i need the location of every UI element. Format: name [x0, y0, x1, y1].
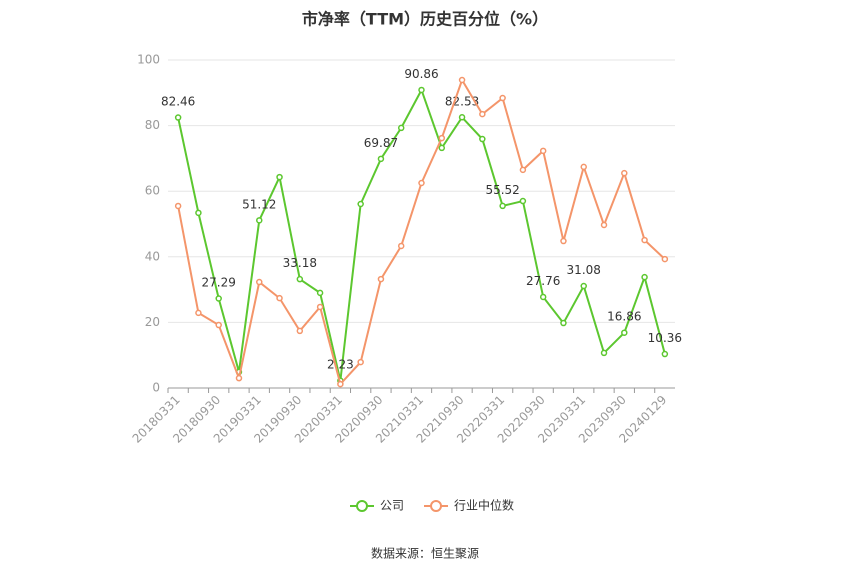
point	[174, 202, 182, 210]
point	[256, 278, 263, 286]
data-label: 55.52	[485, 183, 519, 197]
legend-label: 行业中位数	[454, 498, 514, 513]
data-label: 51.12	[242, 197, 276, 211]
data-label: 10.36	[648, 331, 682, 345]
point	[418, 179, 425, 187]
chart-title: 市净率（TTM）历史百分位（%）	[302, 10, 548, 29]
point	[174, 114, 182, 121]
point	[195, 209, 202, 217]
point	[560, 319, 567, 327]
point	[661, 255, 669, 263]
point	[397, 242, 405, 250]
y-tick-label: 20	[145, 315, 160, 329]
legend-marker	[430, 500, 443, 512]
point	[418, 86, 425, 94]
point	[499, 202, 506, 210]
point	[621, 169, 628, 177]
point	[357, 200, 364, 208]
data-label: 90.86	[404, 67, 438, 81]
point	[316, 289, 324, 297]
point	[600, 221, 608, 229]
point	[539, 293, 547, 301]
data-label: 82.46	[161, 95, 195, 109]
point	[499, 94, 506, 102]
point	[458, 76, 466, 84]
point	[377, 155, 385, 163]
point	[519, 197, 527, 205]
point	[296, 327, 304, 335]
legend-marker	[356, 500, 368, 512]
y-tick-label: 100	[137, 53, 160, 67]
legend-label: 公司	[380, 499, 404, 513]
point	[337, 380, 344, 388]
point	[397, 124, 405, 132]
point	[479, 135, 486, 143]
point	[560, 237, 567, 245]
data-label: 33.18	[283, 256, 317, 270]
point	[479, 110, 486, 118]
point	[580, 163, 587, 171]
point	[215, 321, 222, 329]
point	[235, 374, 243, 382]
point	[215, 295, 222, 302]
point	[458, 114, 466, 121]
data-label: 31.08	[567, 263, 601, 277]
point	[438, 144, 446, 152]
y-tick-label: 80	[145, 118, 160, 132]
point	[641, 273, 648, 281]
data-label: 27.29	[202, 275, 236, 289]
point	[357, 358, 364, 366]
point	[580, 282, 587, 290]
point	[661, 350, 669, 358]
y-tick-label: 40	[145, 249, 160, 263]
point	[438, 134, 446, 142]
point	[256, 217, 263, 224]
data-label: 2.23	[327, 358, 354, 372]
data-label: 27.76	[526, 274, 560, 288]
source: 数据来源：恒生聚源	[371, 546, 479, 561]
point	[600, 349, 608, 357]
point	[195, 309, 202, 317]
point	[377, 275, 385, 283]
point	[276, 294, 283, 302]
point	[519, 166, 527, 174]
point	[296, 275, 304, 283]
point	[621, 329, 628, 336]
data-label: 16.86	[607, 310, 641, 324]
y-tick-label: 0	[152, 381, 160, 395]
point	[641, 236, 648, 244]
point	[539, 147, 547, 155]
data-label: 69.87	[364, 136, 398, 150]
y-tick-label: 60	[145, 184, 160, 198]
series-line	[177, 87, 666, 381]
point	[276, 173, 283, 181]
point	[316, 303, 324, 311]
